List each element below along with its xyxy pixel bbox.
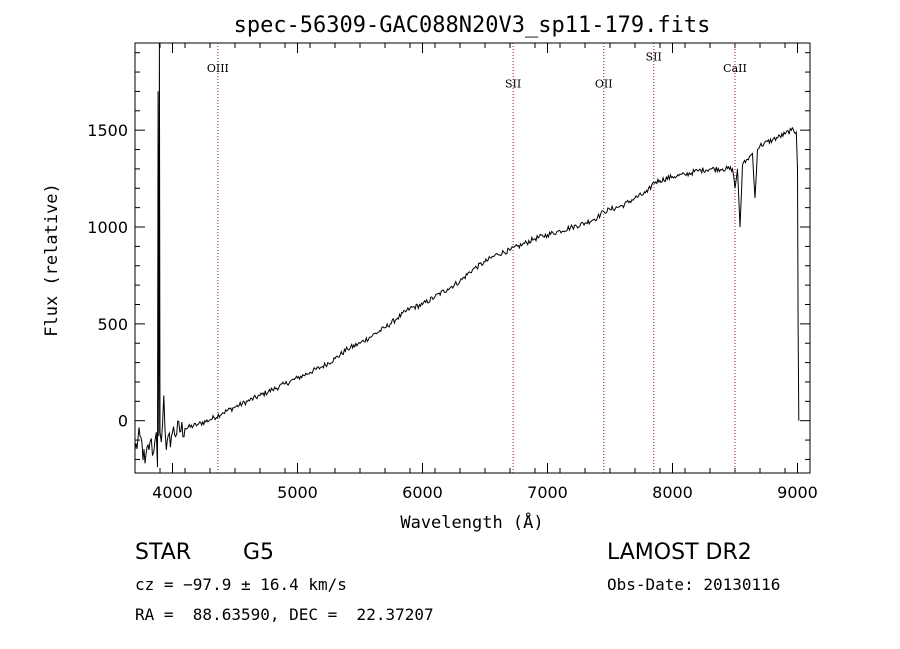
x-tick-label: 8000 [652, 483, 693, 502]
annotation-label: SII [505, 78, 521, 91]
annotation-label: CaII [723, 62, 747, 75]
y-axis-label: Flux (relative) [42, 183, 62, 337]
annotation-label: OIII [207, 62, 229, 75]
x-tick-label: 5000 [277, 483, 318, 502]
x-axis-label: Wavelength (Å) [400, 511, 543, 533]
line-annotations: OIII SII OII SII CaII [207, 43, 747, 473]
object-type: STAR [135, 540, 192, 565]
annotation-label: SII [646, 50, 662, 63]
y-tick-label: 1500 [87, 121, 128, 140]
y-tick-label: 0 [118, 412, 128, 431]
x-tick-label: 9000 [777, 483, 818, 502]
spectrum-line [134, 42, 800, 468]
coordinates: RA = 88.63590, DEC = 22.37207 [135, 605, 434, 624]
x-tick-label: 4000 [152, 483, 193, 502]
observation-date: Obs-Date: 20130116 [607, 575, 781, 594]
survey-name: LAMOST DR2 [607, 540, 752, 565]
axis-ticks: 4000 5000 6000 7000 8000 9000 0 500 1000 1500 [87, 43, 818, 502]
chart-title: spec-56309-GAC088N20V3_sp11-179.fits [234, 13, 711, 38]
spectral-subclass: G5 [243, 540, 275, 565]
y-tick-label: 500 [97, 315, 128, 334]
plot-frame [134, 42, 811, 474]
x-tick-label: 7000 [527, 483, 568, 502]
annotation-label: OII [595, 78, 613, 91]
redshift-velocity: cz = −97.9 ± 16.4 km/s [135, 575, 347, 594]
y-tick-label: 1000 [87, 218, 128, 237]
x-tick-label: 6000 [402, 483, 443, 502]
